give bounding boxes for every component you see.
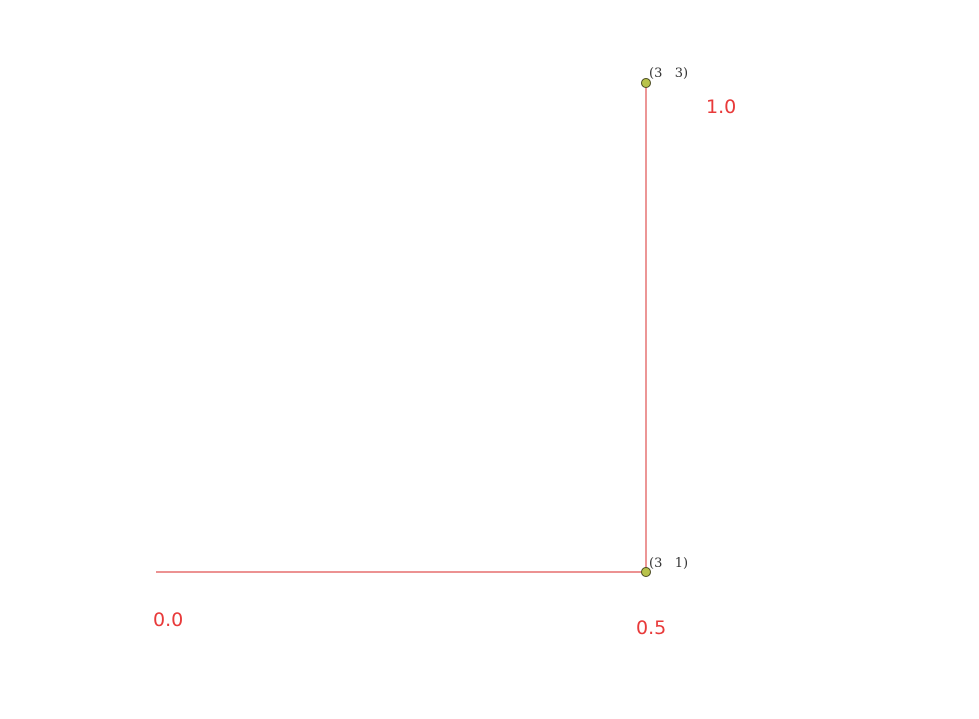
point-labels: (3 3) (3 1) bbox=[649, 66, 688, 571]
param-label-end: 1.0 bbox=[706, 96, 736, 118]
control-points bbox=[641, 78, 651, 577]
point-label-corner: (3 1) bbox=[649, 556, 688, 571]
point-label-top: (3 3) bbox=[649, 66, 688, 81]
param-label-start: 0.0 bbox=[153, 609, 183, 631]
parameter-labels: 0.0 0.5 1.0 bbox=[153, 96, 736, 639]
control-point-top[interactable] bbox=[641, 78, 651, 88]
control-point-corner[interactable] bbox=[641, 567, 651, 577]
path-segments bbox=[156, 83, 647, 573]
param-label-mid: 0.5 bbox=[636, 617, 666, 639]
